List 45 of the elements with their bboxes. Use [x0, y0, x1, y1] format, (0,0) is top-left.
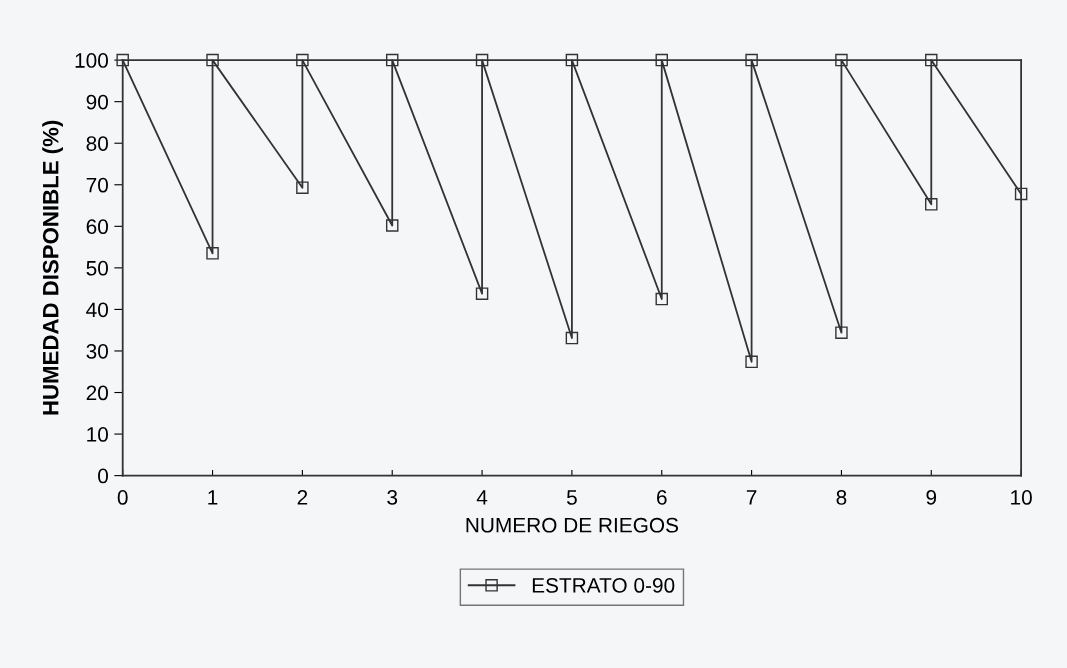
- point: [385, 53, 399, 67]
- point: [475, 287, 489, 300]
- x-tick-label: 10: [1011, 490, 1032, 505]
- y-tick-label: 40: [86, 302, 108, 318]
- y-tick-label: 70: [86, 177, 108, 193]
- point: [655, 292, 669, 306]
- point: [385, 219, 399, 232]
- y-tick-label: 0: [98, 468, 108, 484]
- x-tick-label: 6: [657, 490, 667, 505]
- x-tick-label: 9: [926, 490, 937, 505]
- point: [1014, 187, 1028, 201]
- y-tick-label: 20: [86, 385, 108, 401]
- x-tick-label: 8: [836, 490, 847, 505]
- x-tick-label: 7: [746, 490, 757, 505]
- point: [745, 53, 758, 67]
- point: [116, 53, 129, 67]
- point: [296, 181, 309, 194]
- y-tick-label: 30: [86, 343, 108, 359]
- point: [655, 53, 669, 67]
- point: [475, 53, 489, 67]
- legend-label: ESTRATO 0-90: [532, 578, 675, 593]
- point: [206, 247, 219, 260]
- point: [745, 355, 758, 369]
- y-tick-label: 80: [86, 136, 108, 151]
- x-tick-label: 0: [117, 490, 128, 505]
- y-axis-title: HUMEDAD DISPONIBLE (%): [42, 120, 63, 415]
- y-tick-label: 90: [86, 94, 108, 110]
- y-tick-label: 10: [87, 427, 108, 442]
- x-tick-label: 1: [208, 490, 218, 505]
- point: [206, 53, 219, 67]
- x-tick-label: 4: [476, 490, 488, 505]
- x-tick-label: 2: [297, 490, 308, 505]
- y-tick-label: 100: [75, 53, 108, 68]
- x-axis-title: NUMERO DE RIEGOS: [466, 517, 679, 533]
- point: [925, 53, 938, 67]
- x-tick-label: 5: [566, 490, 577, 505]
- y-tick-label: 60: [86, 219, 108, 235]
- point: [835, 326, 848, 339]
- point: [565, 331, 579, 345]
- y-tick-label: 50: [86, 260, 108, 276]
- point: [296, 53, 309, 67]
- point: [835, 53, 848, 67]
- point: [925, 198, 938, 211]
- point: [565, 53, 579, 67]
- x-tick-label: 3: [387, 490, 398, 505]
